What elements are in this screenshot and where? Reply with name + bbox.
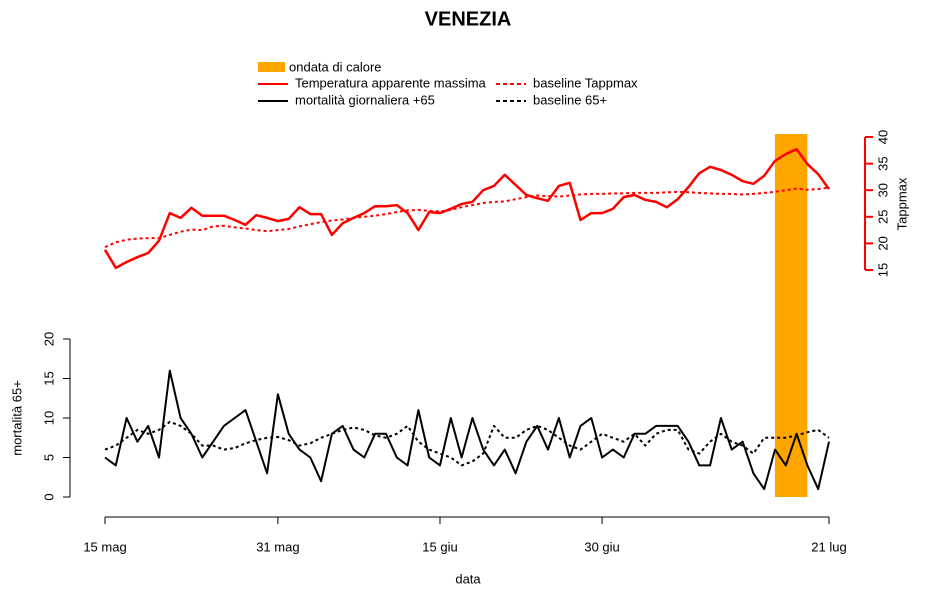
y-tick-label: 15 (41, 371, 56, 385)
y2-tick-label: 20 (875, 236, 890, 250)
y2-tick-label: 30 (875, 183, 890, 197)
x-tick-label: 30 giu (584, 539, 619, 554)
y2-tick-label: 35 (875, 156, 890, 170)
y-tick-label: 10 (41, 411, 56, 425)
legend-label: Temperatura apparente massima (295, 75, 487, 90)
y-tick-label: 0 (41, 493, 56, 500)
y-tick-label: 20 (41, 332, 56, 346)
legend-label: mortalità giornaliera +65 (295, 92, 435, 107)
x-tick-label: 15 giu (422, 539, 457, 554)
legend-label: baseline 65+ (533, 92, 607, 107)
y2-tick-label: 40 (875, 130, 890, 144)
y-axis-label: mortalità 65+ (9, 380, 24, 456)
legend-label: baseline Tappmax (533, 75, 638, 90)
y2-tick-label: 25 (875, 210, 890, 224)
x-tick-label: 21 lug (811, 539, 846, 554)
y2-axis-label: Tappmax (894, 177, 909, 230)
y-tick-label: 5 (41, 454, 56, 461)
chart-title: VENEZIA (425, 8, 512, 30)
series-line (104, 420, 830, 467)
series-line (104, 186, 830, 249)
legend-label: ondata di calore (289, 59, 382, 74)
x-tick-label: 31 mag (256, 539, 299, 554)
x-tick-label: 15 mag (83, 539, 126, 554)
y2-tick-label: 15 (875, 263, 890, 277)
legend-swatch (258, 62, 285, 72)
series-line (103, 147, 831, 270)
series-line (104, 369, 830, 491)
x-axis-label: data (455, 571, 481, 586)
